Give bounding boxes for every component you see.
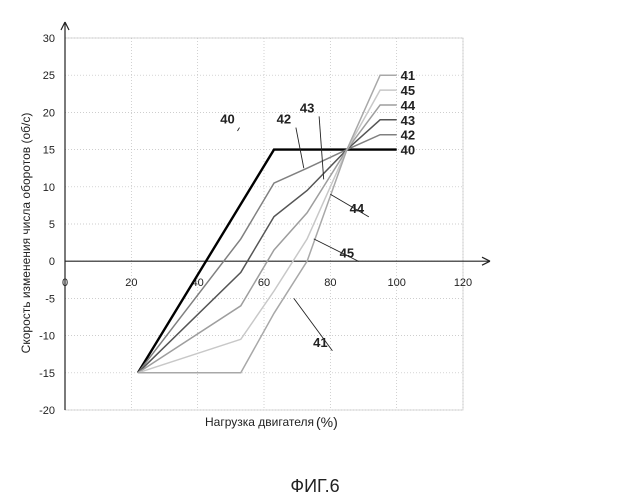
right-label-40: 40 bbox=[401, 143, 415, 158]
x-tick-label: 80 bbox=[324, 277, 336, 289]
right-label-43: 43 bbox=[401, 113, 415, 128]
leader-line-43 bbox=[319, 116, 324, 179]
annotations: 40 42 43 44 45 41 bbox=[220, 100, 369, 350]
series-line-42 bbox=[138, 135, 397, 373]
y-tick-label: 25 bbox=[43, 70, 55, 82]
y-tick-label: 15 bbox=[43, 145, 55, 157]
x-axis-label: Нагрузка двигателя bbox=[205, 415, 314, 429]
annotation-label-41: 41 bbox=[313, 335, 327, 350]
x-tick-label: 120 bbox=[454, 277, 472, 289]
series-line-43 bbox=[138, 120, 397, 373]
figure-caption: ФИГ.6 bbox=[0, 476, 630, 497]
annotation-label-40: 40 bbox=[220, 112, 234, 127]
x-tick-label: 20 bbox=[125, 277, 137, 289]
y-axis-label: Скорость изменения числа оборотов (об/с) bbox=[19, 113, 33, 354]
y-tick-label: 5 bbox=[49, 219, 55, 231]
right-labels: 414544434240 bbox=[401, 68, 416, 157]
annotation-label-42: 42 bbox=[277, 112, 291, 127]
y-tick-label: 20 bbox=[43, 107, 55, 119]
y-tick-label: -10 bbox=[39, 331, 55, 343]
leader-line-42 bbox=[296, 128, 304, 169]
x-tick-label: 0 bbox=[62, 277, 68, 289]
right-label-45: 45 bbox=[401, 83, 415, 98]
right-label-41: 41 bbox=[401, 68, 415, 83]
y-tick-label: 0 bbox=[49, 256, 55, 268]
annotation-label-43: 43 bbox=[300, 100, 314, 115]
y-tick-label: 30 bbox=[43, 33, 55, 45]
x-tick-label: 60 bbox=[258, 277, 270, 289]
right-label-42: 42 bbox=[401, 128, 415, 143]
y-tick-label: -15 bbox=[39, 368, 55, 380]
series-line-45 bbox=[138, 90, 397, 373]
x-axis-unit: (%) bbox=[316, 414, 338, 430]
y-tick-label: -20 bbox=[39, 405, 55, 417]
y-tick-label: -5 bbox=[45, 293, 55, 305]
annotation-label-44: 44 bbox=[350, 201, 365, 216]
leader-line-40 bbox=[237, 128, 239, 131]
annotation-label-45: 45 bbox=[340, 245, 354, 260]
y-tick-label: 10 bbox=[43, 182, 55, 194]
right-label-44: 44 bbox=[401, 98, 416, 113]
x-tick-label: 100 bbox=[387, 277, 405, 289]
